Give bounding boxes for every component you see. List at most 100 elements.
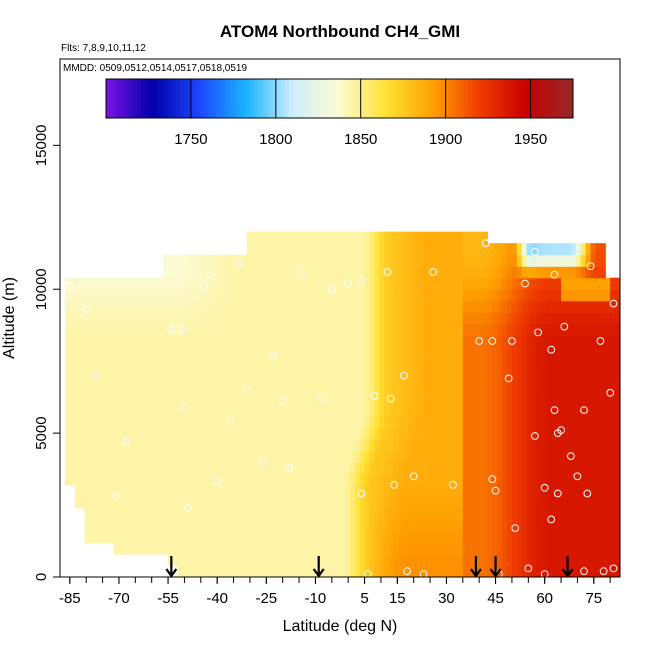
colorbar-segment	[300, 79, 305, 118]
sample-point	[609, 299, 618, 308]
colorbar-segment	[545, 79, 551, 118]
colorbar-segment	[331, 79, 337, 118]
colorbar-segment	[269, 79, 274, 118]
colorbar-segment	[242, 79, 247, 118]
colorbar-segment	[265, 79, 270, 118]
colorbar-segment	[397, 79, 403, 118]
colorbar-frame	[105, 78, 574, 119]
colorbar-segment	[475, 79, 481, 118]
colorbar-segment	[393, 79, 399, 118]
colorbar-segment	[448, 79, 453, 118]
colorbar-segment	[425, 79, 430, 118]
colorbar-segment	[569, 79, 574, 118]
sample-point	[111, 492, 120, 501]
sample-point	[363, 570, 372, 577]
sample-point	[92, 371, 100, 380]
colorbar-tick-label: 1850	[344, 131, 377, 148]
sample-point	[82, 305, 91, 314]
sample-points	[65, 239, 618, 577]
colorbar-segment	[499, 79, 504, 118]
sample-point	[429, 268, 438, 276]
colorbar-segment	[222, 79, 228, 118]
sample-point	[553, 489, 562, 498]
colorbar-segment	[214, 79, 220, 118]
colorbar-segment	[277, 79, 282, 118]
sample-point	[200, 282, 209, 291]
sample-point	[344, 279, 353, 288]
sample-point	[357, 489, 366, 498]
colorbar-segment	[323, 79, 329, 118]
colorbar-segment	[557, 79, 562, 118]
colorbar-segment	[409, 79, 414, 118]
sample-point	[531, 247, 539, 256]
sample-point	[567, 452, 575, 461]
colorbar-segment	[401, 79, 407, 118]
sample-point	[531, 432, 539, 440]
dates-note: MMDD: 0509,0512,0514,0517,0518,0519	[63, 63, 247, 74]
colorbar-segment	[249, 79, 255, 118]
colorbar-segment	[456, 79, 461, 118]
colorbar-tick-label: 1900	[429, 131, 462, 148]
x-tick-label: 75	[585, 590, 602, 607]
colorbar-segment	[320, 79, 325, 118]
x-tick-label: 45	[487, 590, 504, 607]
sample-point	[540, 483, 549, 492]
sample-point	[609, 262, 618, 271]
colorbar-segment	[382, 79, 387, 118]
sample-point	[298, 268, 307, 276]
chart-title: ATOM4 Northbound CH4_GMI	[220, 22, 460, 41]
colorbar-segment	[351, 79, 356, 118]
sample-point	[511, 524, 520, 532]
sample-point	[540, 570, 549, 577]
sample-point	[534, 328, 542, 337]
colorbar-segment	[308, 79, 313, 118]
sample-point	[583, 489, 592, 498]
sample-point	[177, 325, 186, 334]
x-tick-label: -40	[206, 590, 228, 607]
x-tick-label: 60	[536, 590, 553, 607]
sample-point	[560, 322, 569, 331]
sample-point	[65, 282, 74, 291]
flight-arrow	[165, 556, 178, 578]
colorbar-segment	[537, 79, 543, 118]
colorbar-segment	[467, 79, 473, 118]
colorbar-segment	[129, 79, 134, 118]
colorbar-segment	[355, 79, 360, 118]
colorbar-segment	[285, 79, 290, 118]
colorbar-segment	[444, 79, 449, 118]
colorbar-tick-label: 1950	[514, 131, 547, 148]
x-tick-label: -70	[108, 590, 130, 607]
sample-point	[481, 239, 490, 248]
sample-point	[586, 262, 595, 271]
colorbar-segment	[316, 79, 321, 118]
colorbar-segment	[440, 79, 446, 118]
colorbar-segment	[487, 79, 492, 118]
colorbar-segment	[113, 79, 119, 118]
colorbar-segment	[522, 79, 527, 118]
colorbar-segment	[491, 79, 496, 118]
sample-point	[599, 567, 608, 576]
sample-point	[386, 394, 395, 403]
sample-point	[183, 504, 192, 512]
sample-point	[488, 475, 497, 484]
sample-point	[409, 472, 418, 481]
sample-point	[547, 345, 556, 354]
colorbar-segment	[343, 79, 348, 118]
colorbar: 1750 1800 1850 1900 1950	[105, 78, 574, 148]
sample-point	[521, 279, 529, 288]
colorbar-segment	[374, 79, 379, 118]
y-axis-label: Altitude (m)	[1, 277, 18, 359]
colorbar-segment	[495, 79, 500, 118]
y-tick-label: 5000	[33, 416, 50, 449]
colorbar-segment	[203, 79, 208, 118]
colorbar-segment	[553, 79, 558, 118]
colorbar-segment	[191, 79, 197, 118]
y-tick-label: 15000	[33, 124, 50, 166]
colorbar-segment	[452, 79, 457, 118]
flight-arrow	[489, 556, 502, 578]
colorbar-segment	[362, 79, 368, 118]
colorbar-segment	[312, 79, 317, 118]
colorbar-segment	[226, 79, 232, 118]
sample-point	[547, 515, 556, 524]
colorbar-segment	[183, 79, 189, 118]
